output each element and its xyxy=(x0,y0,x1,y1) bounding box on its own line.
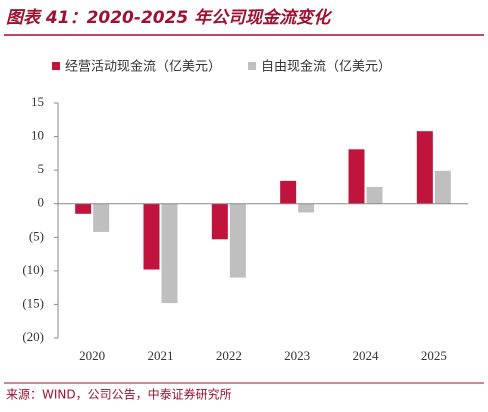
bar xyxy=(416,131,433,204)
legend-label: 自由现金流（亿美元） xyxy=(261,59,391,75)
y-tick-label: 10 xyxy=(31,128,44,143)
bar xyxy=(434,170,451,204)
y-tick-label: (10) xyxy=(22,262,44,277)
legend-swatch xyxy=(248,62,257,70)
bar xyxy=(211,203,228,240)
bar xyxy=(280,180,297,204)
bar xyxy=(161,203,178,304)
bar xyxy=(229,203,246,278)
bar xyxy=(298,203,315,213)
y-tick-label: (5) xyxy=(29,228,44,243)
x-tick-label: 2023 xyxy=(284,348,310,363)
bar xyxy=(366,186,383,204)
y-tick-label: 5 xyxy=(38,161,45,176)
y-tick-label: 0 xyxy=(38,195,45,210)
x-tick-label: 2021 xyxy=(148,348,174,363)
source: 来源：WIND，公司公告，中泰证券研究所 xyxy=(6,387,232,402)
x-tick-label: 2022 xyxy=(216,348,242,363)
y-tick-label: (15) xyxy=(22,295,44,310)
x-tick-label: 2024 xyxy=(353,348,380,363)
bar xyxy=(75,203,92,214)
bar xyxy=(93,203,110,232)
chart-title: 图表 41：2020-2025 年公司现金流变化 xyxy=(6,8,333,28)
y-tick-label: (20) xyxy=(22,329,44,344)
y-tick-label: 15 xyxy=(31,94,44,109)
x-tick-label: 2025 xyxy=(421,348,447,363)
x-tick-label: 2020 xyxy=(79,348,105,363)
bar xyxy=(143,203,160,270)
legend-swatch xyxy=(52,62,60,70)
legend-label: 经营活动现金流（亿美元） xyxy=(65,59,221,75)
bar xyxy=(348,149,365,204)
